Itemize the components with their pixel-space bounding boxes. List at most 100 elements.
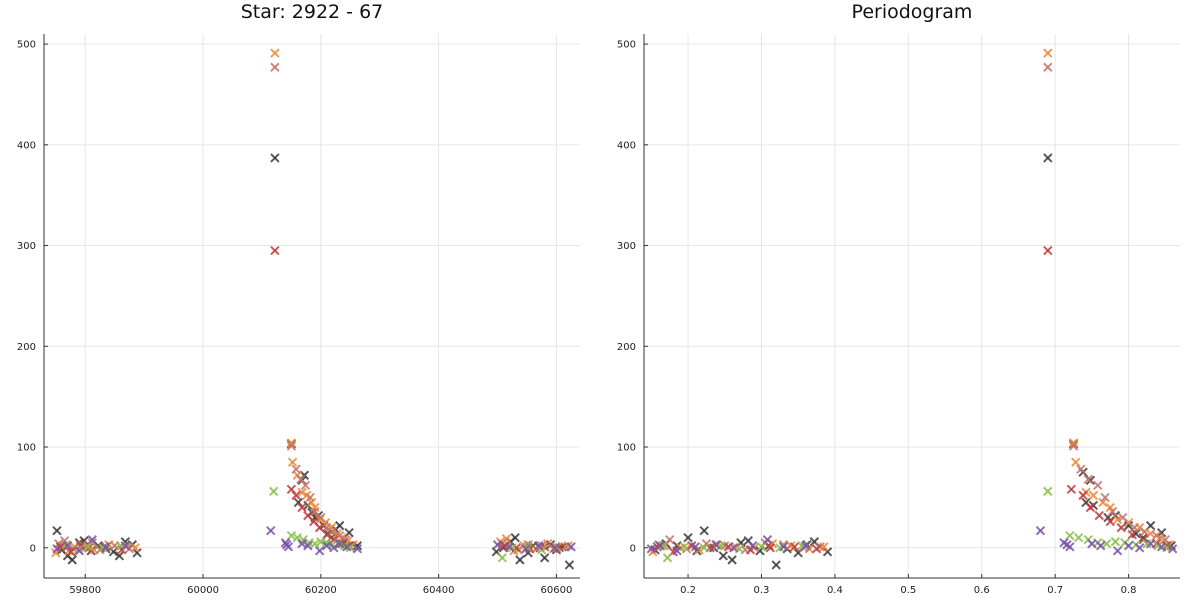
y-tick-label: 0 xyxy=(30,543,36,554)
data-point xyxy=(1085,502,1096,513)
data-point xyxy=(270,62,280,72)
plot-periodogram: 0.2 0.3 0.4 0.5 0.6 0.7 0.8 0 100 200 300 400 500 xyxy=(617,34,1180,596)
data-point xyxy=(120,541,130,551)
data-point xyxy=(352,544,363,554)
data-point xyxy=(287,457,298,467)
data-point xyxy=(283,542,294,552)
data-point xyxy=(672,546,682,556)
data-point xyxy=(1112,514,1123,525)
data-point xyxy=(87,535,98,545)
data-point xyxy=(778,542,789,552)
data-point xyxy=(334,530,345,541)
data-point xyxy=(1094,510,1104,521)
data-point xyxy=(1043,153,1053,163)
data-point xyxy=(1110,537,1121,547)
x-tick-label: 0.6 xyxy=(974,585,990,596)
x-tick-label: 60000 xyxy=(187,585,219,596)
data-point xyxy=(1142,539,1152,549)
data-point xyxy=(1043,62,1053,72)
y-tick-label: 400 xyxy=(617,140,636,151)
y-tick-label: 500 xyxy=(17,40,36,51)
data-point xyxy=(539,553,550,563)
data-point xyxy=(1088,490,1099,501)
data-point xyxy=(327,526,338,537)
data-point xyxy=(1100,492,1110,503)
y-tick-label: 200 xyxy=(17,342,36,353)
y-tick-label: 200 xyxy=(617,342,636,353)
data-point xyxy=(310,539,320,549)
x-tick-label: 59800 xyxy=(69,585,101,596)
data-point xyxy=(492,540,503,550)
data-point xyxy=(1043,48,1053,58)
data-point xyxy=(1118,512,1128,523)
data-point xyxy=(819,542,829,552)
data-point xyxy=(1145,528,1156,539)
data-point xyxy=(286,438,297,448)
data-point xyxy=(1078,490,1088,501)
data-point xyxy=(679,542,690,552)
data-point xyxy=(664,535,675,545)
data-point xyxy=(1068,441,1079,451)
series-3 xyxy=(55,245,565,557)
data-point xyxy=(1098,497,1108,508)
data-point xyxy=(1167,544,1178,554)
data-point xyxy=(1068,438,1079,448)
chart-title-right: Periodogram xyxy=(852,1,973,23)
data-point xyxy=(303,541,313,551)
data-point xyxy=(566,542,576,552)
data-point xyxy=(657,541,668,551)
data-point xyxy=(800,541,811,551)
data-point xyxy=(662,553,673,563)
data-point xyxy=(711,540,721,550)
series-0 xyxy=(650,153,1176,570)
data-point xyxy=(811,544,822,554)
data-point xyxy=(727,555,737,565)
data-point xyxy=(683,532,693,543)
data-point xyxy=(1095,541,1106,551)
data-point xyxy=(1140,526,1150,537)
data-point xyxy=(342,542,352,552)
data-point xyxy=(646,544,657,554)
data-point xyxy=(1087,539,1097,549)
plot-star-lightcurve: 59800 60000 60200 60400 60600 0 100 200 300 400 50… xyxy=(17,34,580,596)
x-tick-label: 0.4 xyxy=(827,585,843,596)
data-point xyxy=(316,512,326,523)
data-point xyxy=(1073,532,1084,543)
data-point xyxy=(1065,542,1075,552)
data-point xyxy=(1105,516,1115,527)
data-point xyxy=(765,543,775,553)
x-tick-label: 0.5 xyxy=(900,585,916,596)
data-point xyxy=(1066,484,1077,495)
series-1 xyxy=(51,48,573,558)
data-point xyxy=(504,542,515,552)
data-point xyxy=(1156,542,1167,552)
data-point xyxy=(1083,474,1093,484)
data-point xyxy=(66,547,76,557)
data-point xyxy=(510,532,520,543)
data-point xyxy=(762,535,773,545)
data-point xyxy=(797,541,807,551)
data-point xyxy=(699,543,709,553)
data-point xyxy=(270,153,280,163)
y-tick-label: 500 xyxy=(617,40,636,51)
data-point xyxy=(74,546,85,556)
data-point xyxy=(305,492,315,503)
data-point xyxy=(718,551,729,561)
data-point xyxy=(314,522,325,533)
data-point xyxy=(1123,520,1134,531)
data-point xyxy=(83,542,93,552)
y-tick-label: 100 xyxy=(617,443,636,454)
data-point xyxy=(334,539,345,549)
chart-title-left: Star: 2922 - 67 xyxy=(241,1,384,23)
y-tick-label: 300 xyxy=(617,241,636,252)
data-point xyxy=(314,546,325,556)
data-point xyxy=(728,543,739,553)
series-5 xyxy=(646,525,1178,556)
data-point xyxy=(266,525,276,536)
data-point xyxy=(291,464,301,474)
data-point xyxy=(101,542,111,552)
data-point xyxy=(114,551,125,561)
data-point xyxy=(515,555,525,565)
data-point xyxy=(297,539,307,549)
